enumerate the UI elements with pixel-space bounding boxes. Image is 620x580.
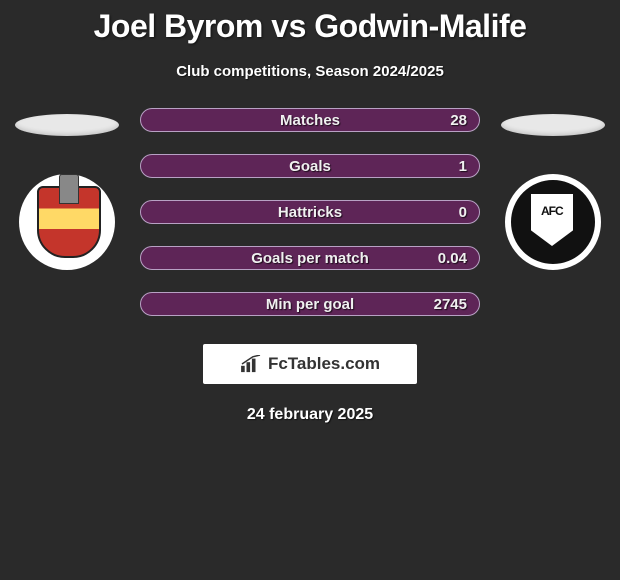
stat-label: Goals per match <box>251 250 369 267</box>
comparison-row: Matches 28 Goals 1 Hattricks 0 Goals per… <box>0 108 620 316</box>
right-player-col <box>498 108 608 270</box>
stat-bar: Min per goal 2745 <box>140 292 480 316</box>
stat-value: 1 <box>459 158 467 175</box>
page-title: Joel Byrom vs Godwin-Malife <box>0 0 620 45</box>
stat-value: 2745 <box>434 296 467 313</box>
stat-value: 0 <box>459 204 467 221</box>
generation-date: 24 february 2025 <box>0 406 620 424</box>
stat-label: Hattricks <box>278 204 342 221</box>
club-badge-right <box>505 174 601 270</box>
player-photo-placeholder-left <box>15 114 119 136</box>
left-player-col <box>12 108 122 270</box>
stat-value: 0.04 <box>438 250 467 267</box>
stat-label: Min per goal <box>266 296 354 313</box>
stat-label: Goals <box>289 158 331 175</box>
stat-bar: Goals 1 <box>140 154 480 178</box>
chart-icon <box>240 355 262 373</box>
stat-value: 28 <box>450 112 467 129</box>
site-name: FcTables.com <box>268 354 380 374</box>
stat-bar: Goals per match 0.04 <box>140 246 480 270</box>
stats-bars: Matches 28 Goals 1 Hattricks 0 Goals per… <box>140 108 480 316</box>
page-subtitle: Club competitions, Season 2024/2025 <box>0 63 620 80</box>
stat-label: Matches <box>280 112 340 129</box>
player-photo-placeholder-right <box>501 114 605 136</box>
site-branding[interactable]: FcTables.com <box>203 344 417 384</box>
stat-bar: Hattricks 0 <box>140 200 480 224</box>
stat-bar: Matches 28 <box>140 108 480 132</box>
club-badge-left <box>19 174 115 270</box>
